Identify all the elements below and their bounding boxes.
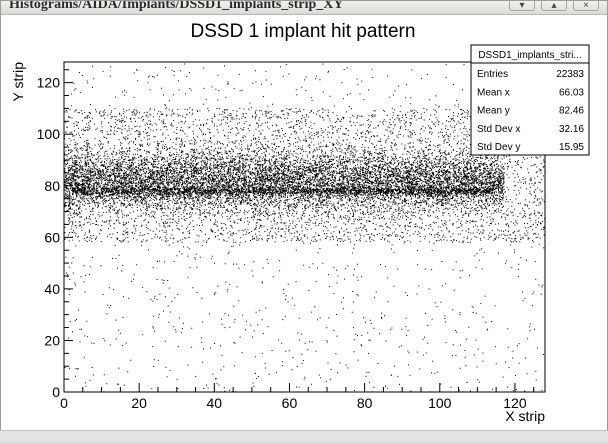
close-button[interactable]: × (573, 1, 599, 11)
stats-label: Mean y (477, 106, 510, 117)
y-tick-label: 40 (44, 281, 60, 297)
window-title: Histograms/AIDA/Implants/DSSD1_implants_… (9, 1, 344, 12)
underlying-window-edge (0, 430, 608, 442)
y-tick-label: 60 (44, 229, 60, 245)
stats-value: 22383 (556, 69, 584, 80)
x-tick-label: 80 (357, 395, 373, 411)
scatter-points (64, 63, 546, 393)
y-axis-label: Y strip (10, 62, 26, 102)
chevron-down-icon: ▾ (519, 1, 525, 11)
y-tick-label: 80 (44, 178, 60, 194)
close-icon: × (583, 1, 589, 11)
chevron-up-icon: ▴ (551, 1, 557, 11)
y-tick-label: 120 (37, 75, 61, 91)
x-axis-label: X strip (505, 408, 545, 424)
plot-frame (63, 61, 546, 393)
x-tick-label: 40 (207, 395, 223, 411)
y-tick-label: 100 (37, 126, 61, 142)
maximize-button[interactable]: ▴ (541, 1, 567, 11)
plot-canvas[interactable]: DSSD 1 implant hit pattern 0 20 40 60 80 100 1… (2, 15, 606, 442)
stats-label: Std Dev x (477, 124, 520, 135)
chart-title: DSSD 1 implant hit pattern (191, 21, 416, 42)
hit-pattern-chart[interactable]: DSSD 1 implant hit pattern 0 20 40 60 80 100 1… (2, 15, 606, 439)
stats-value: 15.95 (559, 142, 584, 153)
x-tick-label: 120 (503, 395, 527, 411)
stats-value: 32.16 (559, 124, 584, 135)
window-titlebar[interactable]: Histograms/AIDA/Implants/DSSD1_implants_… (1, 1, 607, 15)
stats-label: Mean x (477, 87, 510, 98)
stats-label: Std Dev y (477, 142, 520, 153)
stats-value: 82.46 (559, 106, 584, 117)
y-tick-label: 0 (52, 384, 60, 400)
x-tick-label: 60 (282, 395, 298, 411)
minimize-button[interactable]: ▾ (509, 1, 535, 11)
stats-box[interactable]: DSSD1_implants_stri... Entries 22383 Mean … (470, 44, 590, 156)
y-axis: 0 20 40 60 80 100 120 (37, 69, 73, 400)
stats-box-title: DSSD1_implants_stri... (478, 50, 581, 61)
y-tick-label: 20 (44, 332, 60, 348)
scatter-points-path (64, 63, 546, 393)
x-tick-label: 0 (60, 395, 68, 411)
x-axis: 0 20 40 60 80 100 120 (60, 383, 535, 411)
x-tick-label: 100 (428, 395, 452, 411)
x-tick-label: 20 (131, 395, 147, 411)
stats-rows: Entries 22383 Mean x 66.03 Mean y 82.46 Std De… (477, 69, 584, 153)
stats-value: 66.03 (559, 87, 584, 98)
stats-label: Entries (477, 69, 508, 80)
